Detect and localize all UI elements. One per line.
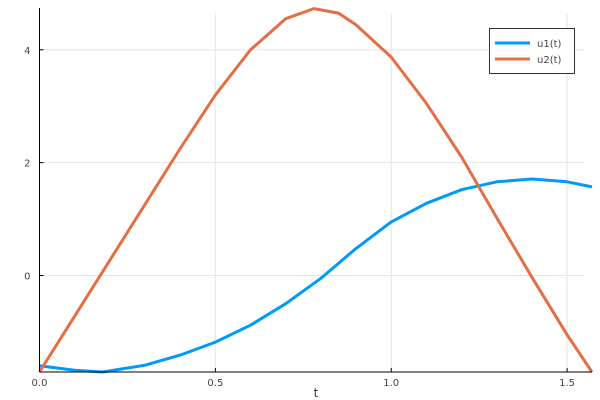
legend-label: u2(t) <box>537 55 562 66</box>
y-tick-label: 4 <box>24 46 30 57</box>
axes: 0.0 0.5 1.0 1.5 0 2 4 <box>24 8 592 389</box>
series-group <box>38 7 594 374</box>
series-line-u1t <box>39 177 593 374</box>
legend: u1(t) u2(t) <box>489 28 575 74</box>
y-tick-label: 2 <box>24 159 30 170</box>
x-tick-label: 1.5 <box>559 378 575 389</box>
legend-label: u1(t) <box>537 39 562 50</box>
x-tick-label: 0.0 <box>32 378 48 389</box>
x-axis-label: t <box>314 386 319 400</box>
x-tick-label: 1.0 <box>383 378 399 389</box>
legend-box <box>489 28 575 74</box>
series-line-u2t <box>38 7 594 373</box>
x-tick-label: 0.5 <box>207 378 223 389</box>
y-tick-label: 0 <box>24 271 30 282</box>
